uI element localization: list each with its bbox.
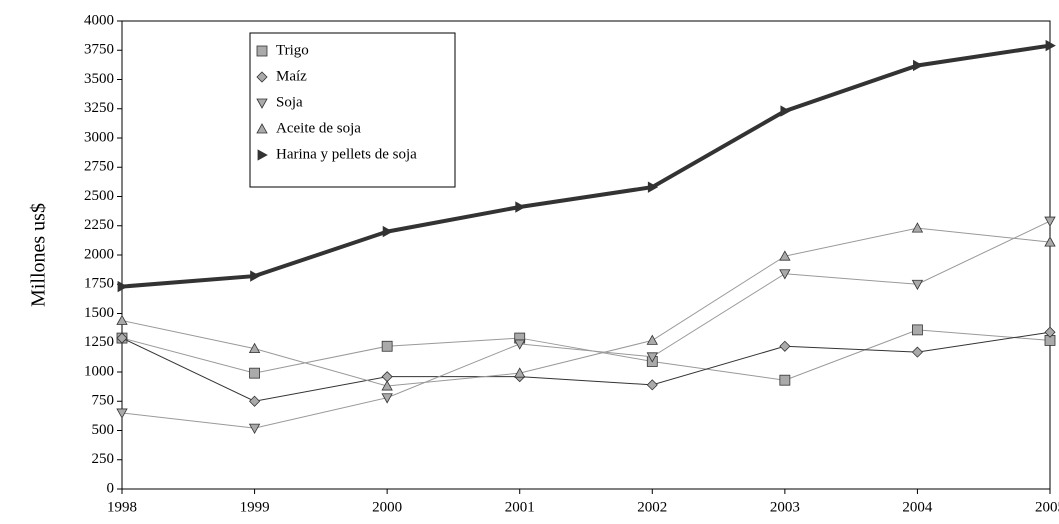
- legend-marker: [256, 71, 268, 83]
- marker: [911, 346, 923, 358]
- x-tick-label: 2005: [1035, 499, 1059, 515]
- marker: [250, 270, 261, 282]
- legend-label: Soja: [276, 94, 303, 110]
- y-tick-label: 500: [92, 422, 115, 438]
- series-line: [121, 329, 1051, 381]
- y-tick-label: 3500: [84, 71, 114, 87]
- marker: [248, 423, 261, 434]
- y-tick-label: 3750: [84, 42, 114, 58]
- marker: [1044, 236, 1056, 247]
- y-tick-label: 4000: [84, 12, 114, 28]
- legend-marker: [257, 149, 268, 161]
- marker: [116, 408, 128, 419]
- marker: [116, 332, 128, 344]
- y-tick-label: 0: [107, 480, 115, 496]
- marker: [381, 380, 393, 391]
- y-tick-label: 2000: [84, 246, 114, 262]
- y-tick-label: 1750: [84, 276, 114, 292]
- x-tick-label: 2000: [372, 499, 402, 515]
- marker: [779, 250, 791, 261]
- y-tick-label: 1000: [84, 363, 114, 379]
- marker: [1045, 39, 1056, 52]
- marker: [116, 314, 128, 325]
- series-line: [121, 220, 1051, 429]
- marker: [248, 342, 261, 354]
- x-tick-label: 1998: [107, 499, 137, 515]
- marker: [117, 280, 128, 293]
- x-tick-label: 2001: [505, 499, 535, 515]
- marker: [911, 222, 924, 233]
- marker: [515, 201, 526, 213]
- y-tick-label: 3000: [84, 129, 114, 145]
- marker: [912, 324, 923, 336]
- y-axis-label: Millones us$: [28, 203, 50, 307]
- marker: [514, 367, 526, 378]
- marker: [382, 225, 393, 238]
- legend-label: Harina y pellets de soja: [276, 146, 417, 162]
- series-line: [121, 43, 1051, 289]
- x-tick-label: 2002: [637, 499, 667, 515]
- marker: [514, 339, 526, 350]
- marker: [381, 371, 393, 383]
- legend-label: Maíz: [276, 68, 307, 84]
- y-tick-label: 250: [92, 451, 115, 467]
- marker: [381, 393, 393, 404]
- x-tick-label: 1999: [240, 499, 270, 515]
- legend-label: Trigo: [276, 42, 309, 58]
- marker: [646, 379, 658, 391]
- y-tick-label: 2750: [84, 159, 114, 175]
- series-line: [121, 331, 1051, 402]
- y-tick-label: 3250: [84, 100, 114, 116]
- marker: [647, 181, 659, 193]
- legend-marker: [256, 98, 268, 109]
- marker: [779, 340, 791, 352]
- marker: [911, 279, 924, 291]
- y-tick-label: 1500: [84, 305, 114, 321]
- legend-marker: [256, 45, 268, 57]
- marker: [1044, 216, 1056, 227]
- legend-marker: [256, 123, 268, 134]
- marker: [381, 340, 393, 352]
- marker: [249, 367, 260, 379]
- marker: [780, 105, 791, 117]
- marker: [249, 395, 261, 407]
- series-line: [121, 227, 1051, 387]
- x-tick-label: 2004: [902, 499, 933, 515]
- marker: [646, 352, 658, 363]
- marker: [1044, 326, 1056, 338]
- x-tick-label: 2003: [770, 499, 800, 515]
- legend-box: [249, 32, 456, 188]
- marker: [779, 374, 791, 386]
- y-tick-label: 750: [92, 393, 115, 409]
- marker: [646, 334, 658, 345]
- y-tick-label: 2500: [84, 188, 114, 204]
- y-tick-label: 2250: [84, 217, 114, 233]
- legend-label: Aceite de soja: [276, 120, 361, 136]
- marker: [913, 59, 924, 72]
- y-tick-label: 1250: [84, 334, 114, 350]
- marker: [779, 269, 791, 280]
